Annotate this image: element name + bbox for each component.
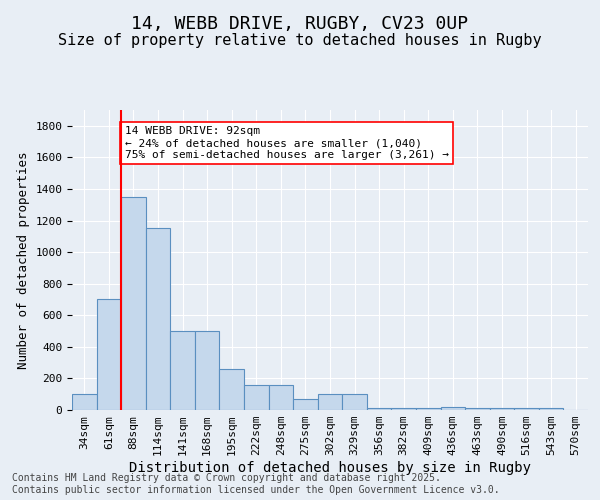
Bar <box>97 300 121 410</box>
Bar <box>514 408 539 410</box>
Bar <box>121 197 146 410</box>
Bar <box>490 408 514 410</box>
X-axis label: Distribution of detached houses by size in Rugby: Distribution of detached houses by size … <box>129 461 531 475</box>
Bar <box>539 408 563 410</box>
Bar <box>269 384 293 410</box>
Bar <box>440 407 465 410</box>
Text: Contains HM Land Registry data © Crown copyright and database right 2025.
Contai: Contains HM Land Registry data © Crown c… <box>12 474 500 495</box>
Bar <box>391 408 416 410</box>
Text: 14, WEBB DRIVE, RUGBY, CV23 0UP: 14, WEBB DRIVE, RUGBY, CV23 0UP <box>131 15 469 33</box>
Text: Size of property relative to detached houses in Rugby: Size of property relative to detached ho… <box>58 32 542 48</box>
Bar <box>416 408 440 410</box>
Bar <box>367 408 391 410</box>
Bar <box>72 394 97 410</box>
Y-axis label: Number of detached properties: Number of detached properties <box>17 151 30 369</box>
Bar <box>195 331 220 410</box>
Bar <box>146 228 170 410</box>
Bar <box>318 394 342 410</box>
Bar <box>170 331 195 410</box>
Text: 14 WEBB DRIVE: 92sqm
← 24% of detached houses are smaller (1,040)
75% of semi-de: 14 WEBB DRIVE: 92sqm ← 24% of detached h… <box>125 126 449 160</box>
Bar <box>293 399 318 410</box>
Bar <box>465 408 490 410</box>
Bar <box>244 384 269 410</box>
Bar <box>220 369 244 410</box>
Bar <box>342 394 367 410</box>
